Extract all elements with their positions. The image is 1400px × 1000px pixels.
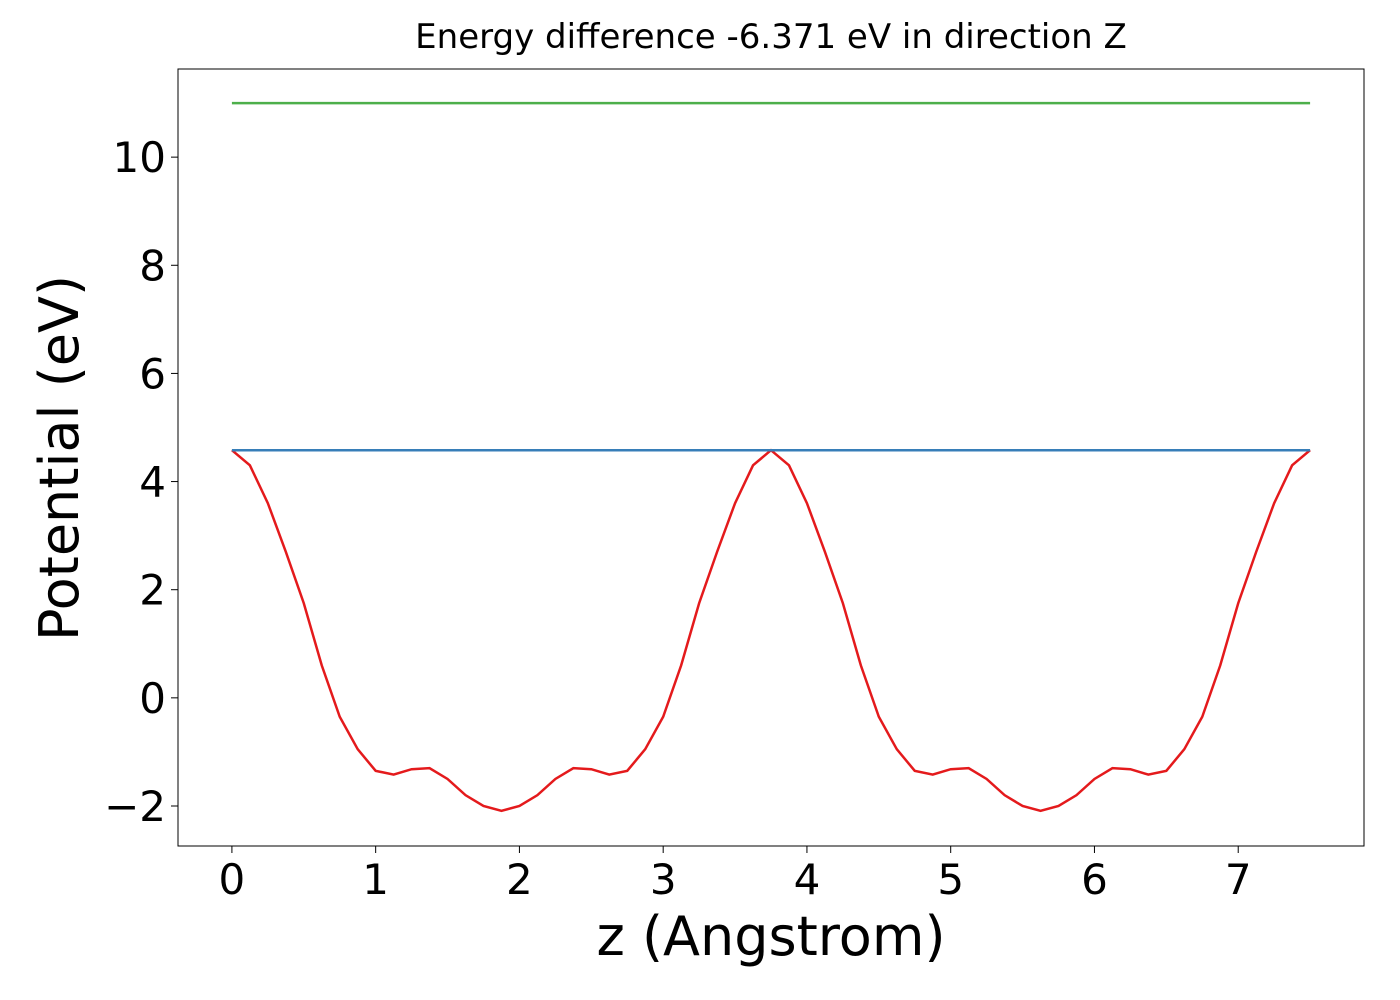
y-axis-label: Potential (eV)	[28, 275, 91, 641]
x-tick-label: 2	[506, 855, 533, 904]
plot-frame	[177, 68, 1365, 847]
x-tick-label: 1	[362, 855, 389, 904]
x-tick-label: 4	[794, 855, 821, 904]
x-tick-label: 6	[1081, 855, 1108, 904]
y-tick-label: 2	[139, 566, 166, 615]
y-tick-label: 8	[139, 241, 166, 290]
x-tick-label: 7	[1225, 855, 1252, 904]
x-tick-label: 3	[650, 855, 677, 904]
line	[231, 448, 1311, 813]
y-tick-label: 6	[139, 349, 166, 398]
chart-title: Energy difference -6.371 eV in direction…	[415, 17, 1127, 57]
x-tick-label: 5	[937, 855, 964, 904]
y-tick-label: 0	[139, 674, 166, 723]
x-tick-label: 0	[219, 855, 246, 904]
y-tick-label: −2	[104, 782, 166, 831]
x-axis-label: z (Angstrom)	[596, 905, 945, 968]
y-tick-label: 10	[113, 133, 166, 182]
y-tick-label: 4	[139, 458, 166, 507]
